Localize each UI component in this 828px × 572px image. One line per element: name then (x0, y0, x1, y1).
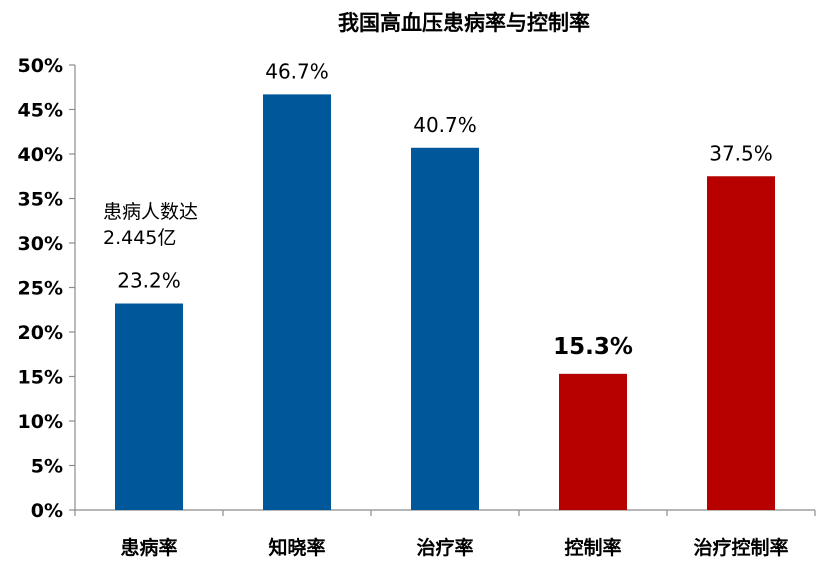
bar (115, 303, 183, 510)
data-label: 15.3% (553, 334, 633, 360)
y-tick-label: 5% (31, 456, 63, 478)
annotation-text: 2.445亿 (103, 227, 176, 249)
bars (115, 94, 775, 511)
data-label: 46.7% (265, 59, 329, 83)
y-tick-label: 15% (18, 367, 63, 389)
x-category-label: 控制率 (564, 536, 621, 559)
annotation: 患病人数达 2.445亿 (103, 201, 198, 249)
y-tick-label: 35% (18, 189, 63, 211)
bar (559, 373, 627, 510)
y-tick-label: 0% (31, 500, 63, 522)
y-tick-label: 40% (18, 144, 63, 166)
data-label: 23.2% (117, 269, 181, 293)
x-category-label: 治疗控制率 (693, 536, 788, 559)
x-axis: 患病率 知晓率 治疗率 控制率 治疗控制率 (74, 509, 816, 559)
annotation-text: 患病人数达 (103, 201, 198, 223)
x-category-label: 知晓率 (268, 536, 325, 559)
x-category-label: 治疗率 (416, 536, 473, 559)
x-category-label: 患病率 (120, 536, 177, 559)
y-tick-label: 25% (18, 278, 63, 300)
chart-title: 我国高血压患病率与控制率 (338, 11, 590, 35)
y-tick-label: 50% (18, 55, 63, 77)
y-tick-label: 10% (18, 411, 63, 433)
y-axis: 0% 5% 10% 15% 20% 25% 30% 35% 40% 45% 50% (18, 55, 76, 522)
bar (263, 94, 331, 511)
data-label: 40.7% (413, 113, 477, 137)
y-tick-label: 20% (18, 322, 63, 344)
data-labels: 23.2% 46.7% 40.7% 15.3% 37.5% (117, 59, 773, 359)
data-label: 37.5% (709, 141, 773, 165)
y-tick-label: 30% (18, 233, 63, 255)
bar (411, 147, 479, 510)
bar (707, 176, 775, 510)
y-tick-label: 45% (18, 100, 63, 122)
